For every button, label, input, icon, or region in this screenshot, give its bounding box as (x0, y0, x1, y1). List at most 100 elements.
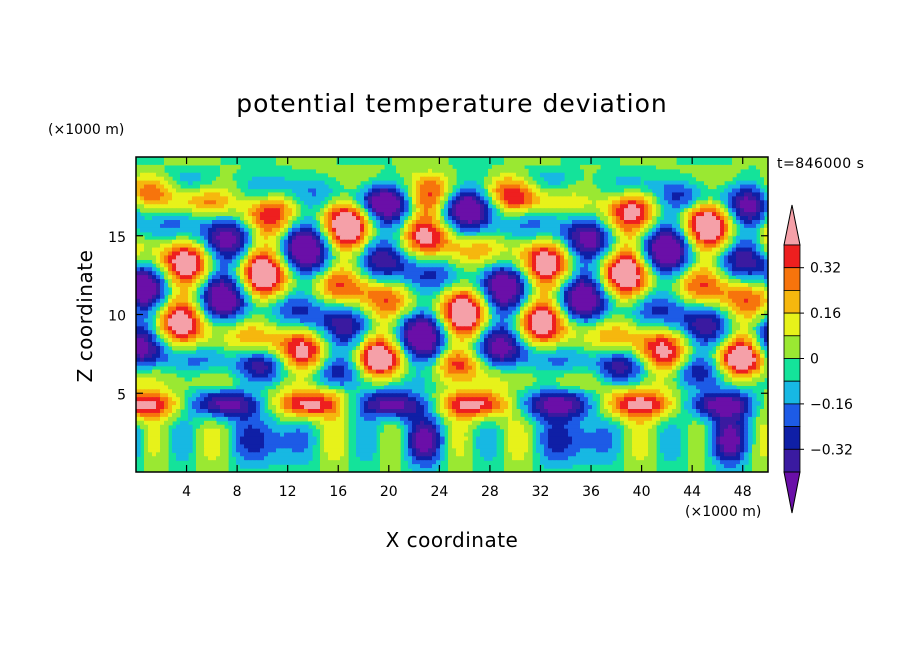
field-cell (736, 251, 741, 257)
field-cell (364, 200, 369, 205)
field-cell (608, 235, 613, 241)
field-cell (236, 255, 241, 260)
field-cell (716, 216, 721, 221)
field-cell (428, 180, 433, 186)
field-cell (392, 243, 397, 249)
field-cell (328, 298, 333, 304)
field-cell (684, 204, 689, 209)
field-cell (456, 251, 461, 257)
field-cell (504, 208, 509, 213)
field-cell (192, 160, 197, 166)
field-cell (736, 188, 741, 194)
field-cell (312, 239, 317, 245)
field-cell (236, 188, 241, 194)
field-cell (480, 243, 485, 249)
field-cell (464, 306, 469, 312)
field-cell (136, 212, 141, 217)
field-cell (360, 279, 365, 284)
field-cell (360, 243, 365, 249)
field-cell (504, 247, 509, 253)
field-cell (764, 286, 768, 292)
field-cell (360, 235, 365, 241)
field-cell (256, 251, 261, 257)
field-cell (680, 220, 685, 225)
field-cell (372, 263, 377, 268)
field-cell (372, 271, 377, 276)
field-cell (376, 235, 381, 241)
field-cell (240, 279, 245, 284)
field-cell (764, 255, 768, 260)
field-cell (696, 208, 701, 213)
field-cell (416, 180, 421, 186)
field-cell (660, 164, 665, 170)
field-cell (728, 271, 733, 276)
field-cell (152, 200, 157, 205)
field-cell (592, 263, 597, 268)
field-cell (576, 235, 581, 241)
field-cell (656, 227, 661, 233)
field-cell (700, 216, 705, 221)
field-cell (216, 255, 221, 260)
field-cell (612, 216, 617, 221)
field-cell (228, 283, 233, 288)
field-cell (184, 227, 189, 233)
field-cell (336, 290, 341, 296)
field-cell (428, 231, 433, 237)
field-cell (760, 298, 765, 304)
field-cell (516, 208, 521, 213)
field-cell (696, 235, 701, 241)
field-cell (212, 188, 217, 194)
field-cell (652, 235, 657, 241)
field-cell (592, 271, 597, 276)
field-cell (388, 298, 393, 304)
field-cell (172, 231, 177, 237)
field-cell (320, 196, 325, 201)
field-cell (668, 180, 673, 186)
field-cell (492, 263, 497, 268)
field-cell (412, 247, 417, 253)
field-cell (608, 255, 613, 260)
field-cell (760, 212, 765, 217)
field-cell (644, 157, 649, 162)
field-cell (488, 286, 493, 292)
field-cell (256, 263, 261, 268)
field-cell (560, 275, 565, 280)
field-cell (460, 196, 465, 201)
field-cell (544, 223, 549, 229)
field-cell (384, 259, 389, 264)
field-cell (564, 227, 569, 233)
field-cell (580, 243, 585, 249)
field-cell (224, 231, 229, 237)
field-cell (284, 247, 289, 253)
field-cell (380, 255, 385, 260)
field-cell (584, 184, 589, 190)
field-cell (540, 255, 545, 260)
field-cell (408, 227, 413, 233)
field-cell (688, 283, 693, 288)
field-cell (696, 283, 701, 288)
field-cell (528, 271, 533, 276)
field-cell (224, 172, 229, 178)
field-cell (396, 267, 401, 272)
field-cell (404, 212, 409, 217)
field-cell (584, 302, 589, 308)
field-cell (188, 275, 193, 280)
field-cell (692, 290, 697, 296)
field-cell (608, 208, 613, 213)
field-cell (688, 223, 693, 229)
field-cell (572, 306, 577, 312)
field-cell (560, 208, 565, 213)
field-cell (376, 263, 381, 268)
field-cell (144, 172, 149, 178)
field-cell (432, 216, 437, 221)
field-cell (248, 251, 253, 257)
field-cell (324, 216, 329, 221)
field-cell (720, 176, 725, 182)
field-cell (436, 223, 441, 229)
field-cell (580, 223, 585, 229)
field-cell (620, 279, 625, 284)
field-cell (720, 255, 725, 260)
field-cell (156, 239, 161, 245)
field-cell (228, 275, 233, 280)
field-cell (220, 267, 225, 272)
